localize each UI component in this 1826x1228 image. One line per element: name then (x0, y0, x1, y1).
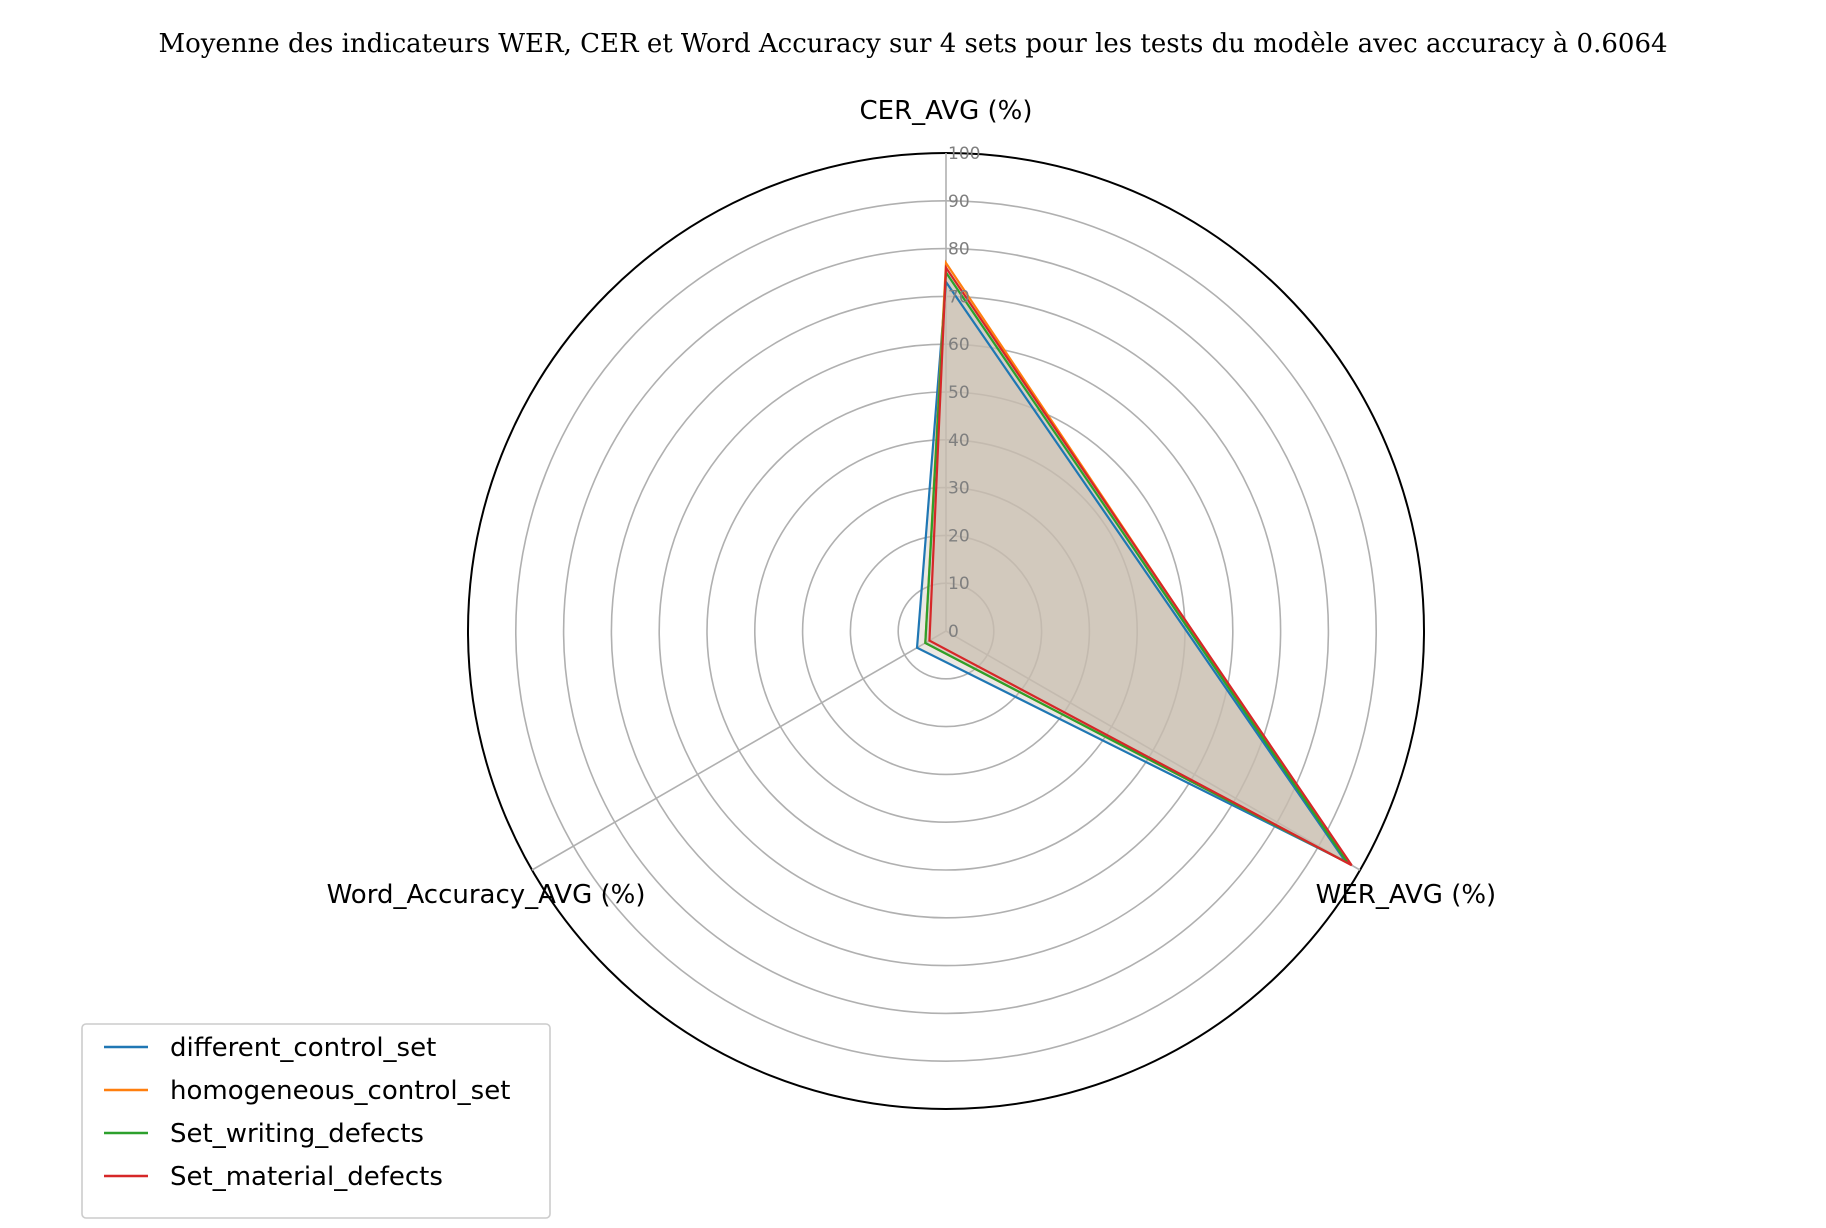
series-line (924, 269, 1349, 864)
radial-tick-label: 40 (948, 431, 970, 451)
radial-tick-label: 50 (948, 383, 970, 403)
radial-tick-label: 10 (948, 574, 970, 594)
radial-tick-label: 80 (948, 240, 970, 260)
series-line (928, 264, 1353, 867)
radial-tick-label: 70 (948, 287, 970, 307)
legend-box (81, 1023, 551, 1219)
legend-entry-label: homogeneous_control_set (170, 1076, 510, 1106)
legend-entry-label: Set_writing_defects (170, 1119, 424, 1149)
axis-label: Word_Accuracy_AVG (%) (327, 880, 646, 910)
radial-tick-label: 90 (948, 192, 970, 212)
series-lines (915, 259, 1353, 867)
axis-spoke (945, 630, 1361, 871)
legend-entry-label: Set_material_defects (170, 1162, 443, 1192)
chart-title: Moyenne des indicateurs WER, CER et Word… (158, 29, 1667, 59)
legend-entry-label: different_control_set (170, 1033, 436, 1063)
radial-tick-label: 20 (948, 526, 970, 546)
radial-tick-labels: 0 10 20 30 40 50 60 70 80 90 100 (948, 144, 980, 642)
axis-labels: CER_AVG (%) WER_AVG (%) Word_Accuracy_AVG … (327, 96, 1497, 910)
radial-tick-label: 100 (948, 144, 980, 164)
series-line (915, 278, 1347, 863)
radial-tick-label: 30 (948, 479, 970, 499)
radial-tick-label: 0 (948, 622, 959, 642)
radial-tick-label: 60 (948, 335, 970, 355)
axis-spokes (531, 153, 1361, 871)
series-fill (925, 272, 1348, 863)
axis-spoke (531, 630, 947, 871)
axis-label: CER_AVG (%) (860, 96, 1033, 126)
legend: different_control_set homogeneous_control… (81, 1023, 551, 1219)
series-fill (917, 282, 1346, 862)
axis-label: WER_AVG (%) (1316, 880, 1497, 910)
